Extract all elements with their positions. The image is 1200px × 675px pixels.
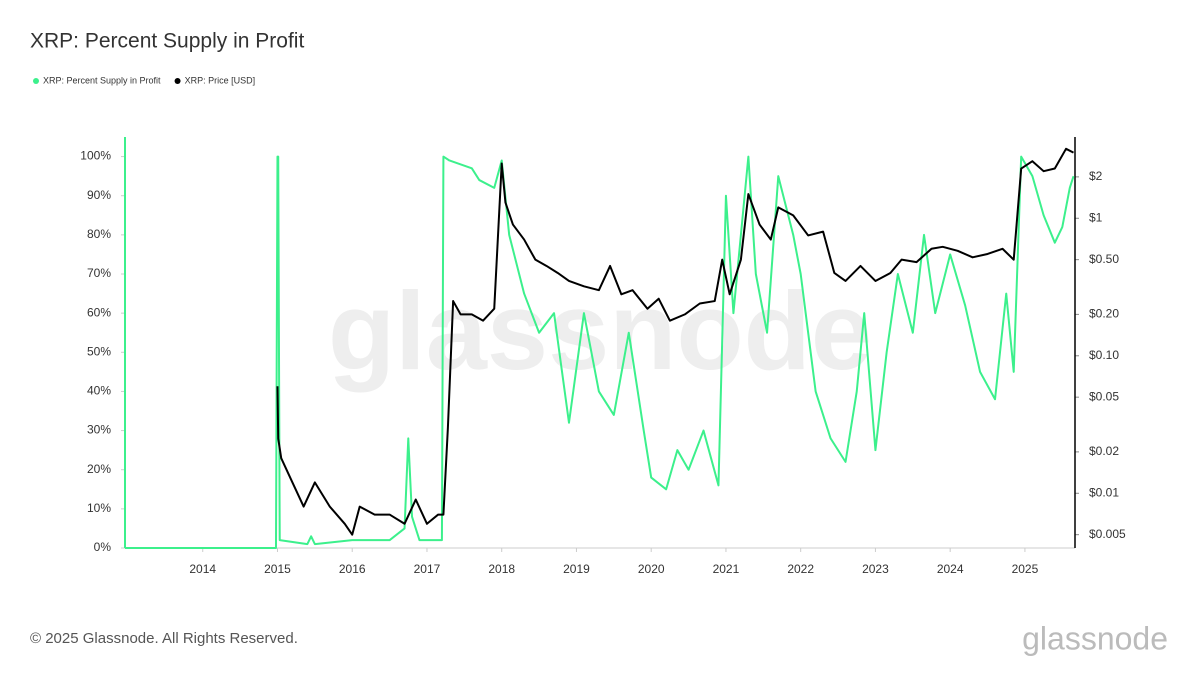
y-tick-label: 20% <box>87 462 111 476</box>
x-tick-label: 2025 <box>1012 562 1039 576</box>
y2-tick-label: $0.005 <box>1089 527 1126 541</box>
y-tick-label: 30% <box>87 423 111 437</box>
y2-tick-label: $0.10 <box>1089 348 1119 362</box>
legend-label: XRP: Price [USD] <box>185 75 256 85</box>
x-tick-label: 2021 <box>713 562 740 576</box>
y2-tick-label: $2 <box>1089 169 1103 183</box>
x-tick-label: 2017 <box>414 562 441 576</box>
x-tick-label: 2018 <box>488 562 515 576</box>
y-tick-label: 0% <box>94 540 112 554</box>
y-tick-label: 80% <box>87 227 111 241</box>
x-tick-label: 2020 <box>638 562 665 576</box>
footer: © 2025 Glassnode. All Rights Reserved. <box>30 630 298 647</box>
legend-swatch <box>33 78 39 84</box>
y-tick-label: 40% <box>87 384 111 398</box>
y-tick-label: 10% <box>87 501 111 515</box>
y2-tick-label: $0.02 <box>1089 444 1119 458</box>
x-tick-label: 2024 <box>937 562 964 576</box>
y2-tick-label: $0.50 <box>1089 252 1119 266</box>
y-tick-label: 60% <box>87 305 111 319</box>
legend-swatch <box>174 78 181 84</box>
series-line <box>276 147 1074 536</box>
y2-tick-label: $0.20 <box>1089 307 1119 321</box>
x-tick-label: 2023 <box>862 562 889 576</box>
legend-label: XRP: Percent Supply in Profit <box>43 75 161 85</box>
watermark: glassnode <box>328 270 872 393</box>
y-tick-label: 100% <box>80 149 111 163</box>
x-tick-label: 2016 <box>339 562 366 576</box>
logo: glassnode <box>1022 620 1168 656</box>
y2-tick-label: $0.05 <box>1089 389 1119 403</box>
y-tick-label: 50% <box>87 344 111 358</box>
y2-tick-label: $0.01 <box>1089 485 1119 499</box>
y-tick-label: 70% <box>87 266 111 280</box>
x-tick-label: 2015 <box>264 562 291 576</box>
y-tick-label: 90% <box>87 188 111 202</box>
x-tick-label: 2019 <box>563 562 590 576</box>
y2-tick-label: $1 <box>1089 210 1103 224</box>
series-line <box>125 155 1075 549</box>
chart-title: XRP: Percent Supply in Profit <box>30 30 304 53</box>
x-tick-label: 2022 <box>787 562 814 576</box>
x-tick-label: 2014 <box>189 562 216 576</box>
